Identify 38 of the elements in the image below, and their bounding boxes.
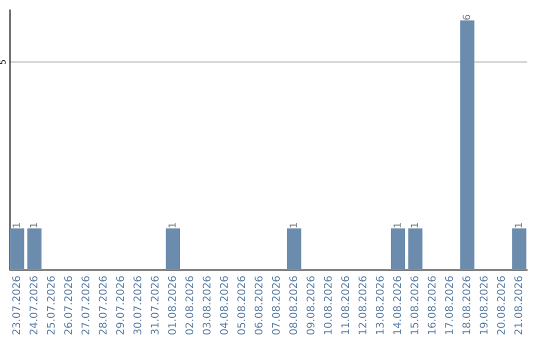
x-tick-label: 29.07.2026: [116, 276, 124, 334]
data-label: 1: [410, 223, 418, 228]
x-tick-label: 24.07.2026: [30, 276, 38, 334]
x-tick-label: 27.07.2026: [82, 276, 90, 334]
x-tick-label: 30.07.2026: [133, 276, 142, 334]
x-tick-label: 11.08.2026: [341, 276, 350, 334]
x-tick-label: 01.08.2026: [168, 276, 176, 335]
x-tick-label: 10.08.2026: [324, 276, 332, 334]
data-label: 1: [30, 223, 38, 228]
x-tick-label: 26.07.2026: [64, 276, 72, 334]
data-label: 6: [462, 14, 470, 20]
data-label: 1: [168, 223, 176, 228]
x-tick-label: 09.08.2026: [306, 276, 314, 335]
x-tick-label: 31.07.2026: [150, 276, 159, 334]
x-tick-label: 14.08.2026: [393, 276, 402, 334]
data-label: 1: [12, 223, 20, 228]
x-tick-label: 08.08.2026: [289, 276, 298, 335]
x-tick-label: 12.08.2026: [358, 276, 366, 334]
x-tick-label: 23.07.2026: [12, 276, 20, 334]
x-tick-label: 05.08.2026: [237, 276, 246, 335]
x-tick-label: 28.07.2026: [98, 276, 107, 334]
x-tick-label: 13.08.2026: [376, 276, 384, 334]
x-tick-label: 17.08.2026: [445, 276, 453, 334]
x-tick-label: 19.08.2026: [480, 276, 488, 334]
x-tick-label: 06.08.2026: [254, 276, 263, 335]
x-tick-label: 25.07.2026: [46, 276, 55, 334]
data-label: 1: [290, 223, 297, 228]
data-label: 1: [394, 223, 401, 228]
x-tick-label: 04.08.2026: [220, 276, 228, 335]
x-tick-label: 07.08.2026: [272, 276, 280, 335]
data-label: 1: [514, 223, 522, 228]
x-tick-label: 15.08.2026: [410, 276, 418, 334]
x-tick-label: 20.08.2026: [497, 276, 505, 334]
x-tick-label: 18.08.2026: [462, 276, 470, 334]
x-tick-label: 03.08.2026: [202, 276, 211, 335]
x-tick-label: 02.08.2026: [185, 276, 194, 335]
x-tick-label: 21.08.2026: [514, 276, 522, 334]
x-tick-label: 16.08.2026: [428, 276, 436, 334]
